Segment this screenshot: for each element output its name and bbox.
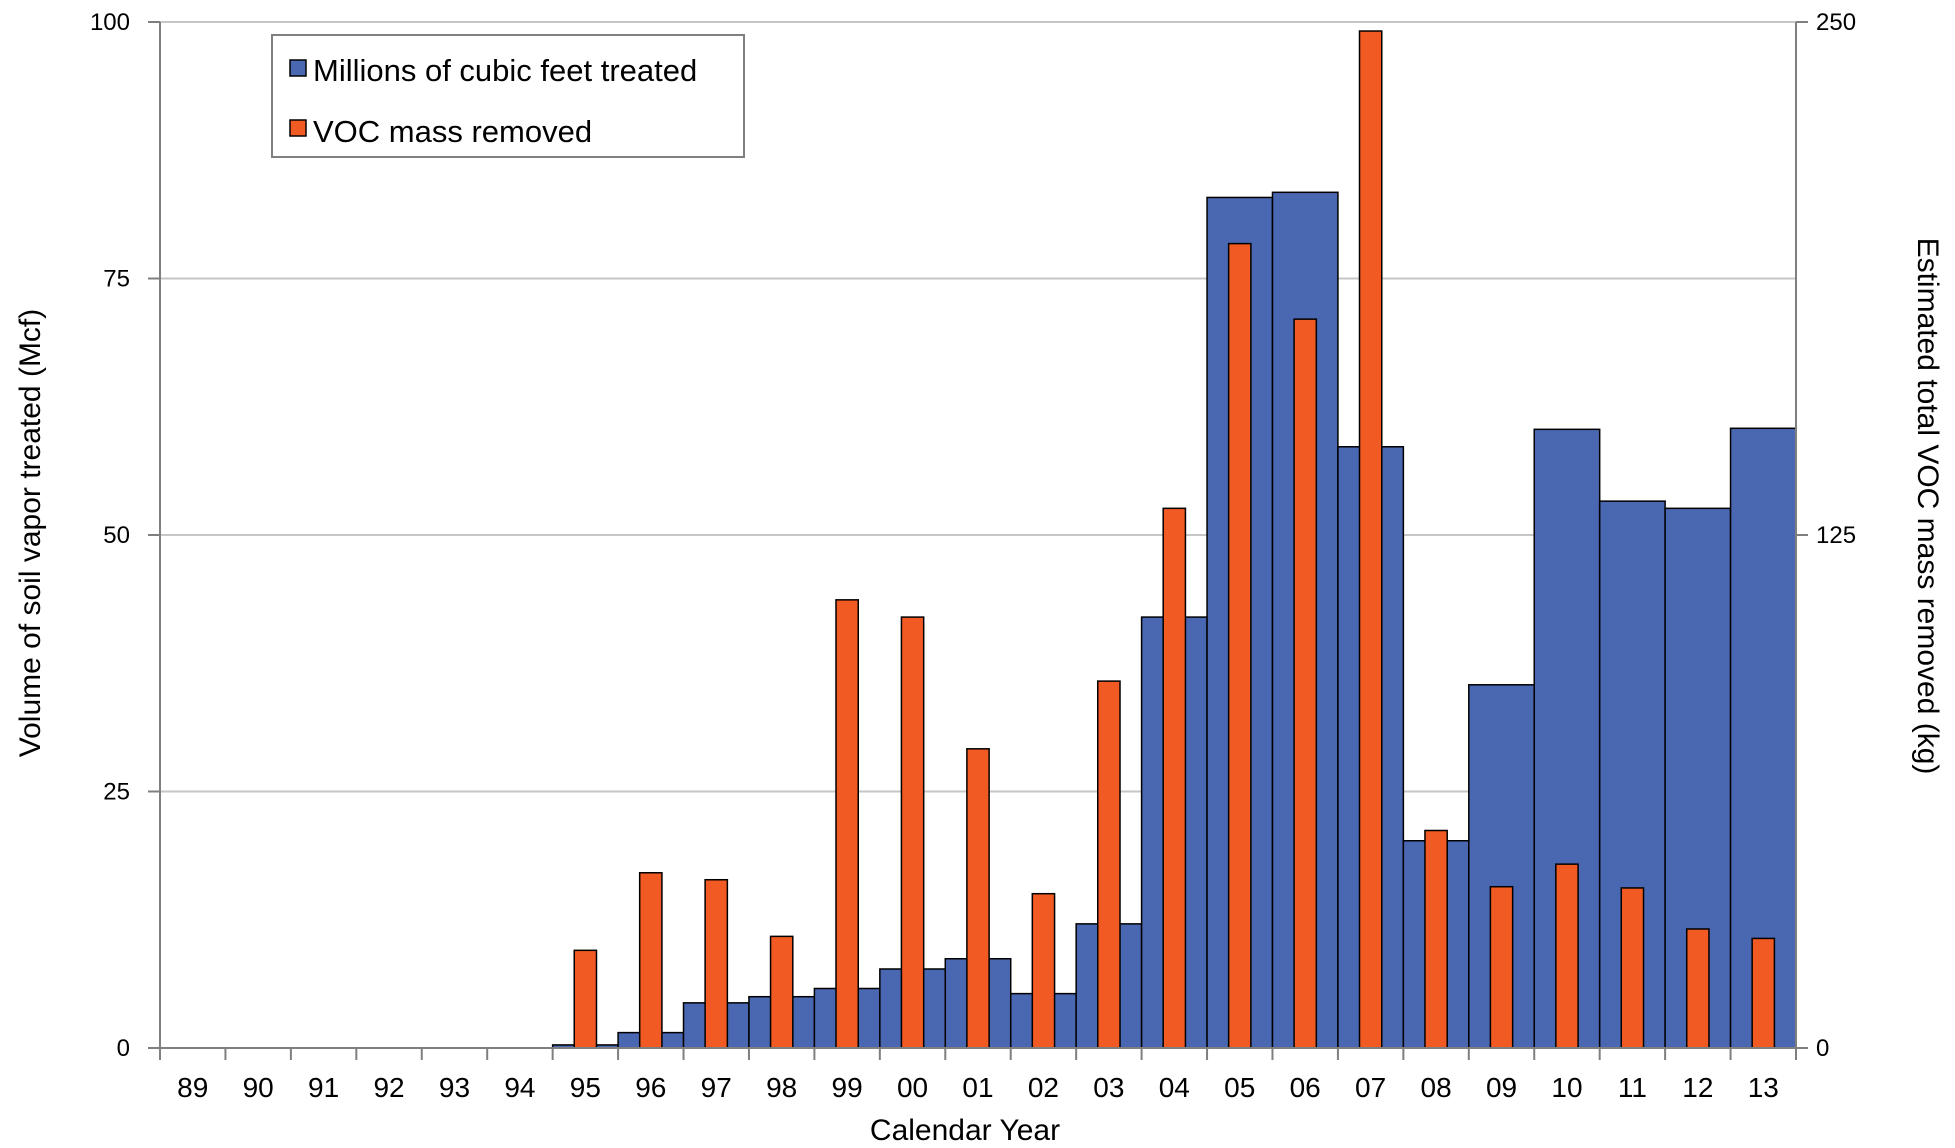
y-axis-title: Volume of soil vapor treated (Mcf) [14,309,47,758]
legend-swatch-volume [289,59,307,77]
y2-tick-label: 250 [1816,9,1856,36]
y2-tick-label: 0 [1816,1035,1829,1062]
x-tick-label: 94 [504,1072,535,1103]
x-tick-label: 03 [1093,1072,1124,1103]
y2-axis-tick-labels: 0 125 250 [1816,9,1856,1062]
bars-voc-series [573,30,1776,1049]
bar-voc [1424,829,1448,1049]
y-tick-label: 75 [103,266,130,293]
bar-voc [1620,887,1645,1049]
x-tick-label: 11 [1618,1072,1647,1103]
legend: Millions of cubic feet treated VOC mass … [271,34,745,158]
bar-voc [1489,885,1514,1049]
x-tick-label: 08 [1421,1072,1452,1103]
x-tick-label: 89 [177,1072,208,1103]
x-tick-label: 10 [1551,1072,1582,1103]
x-tick-label: 05 [1224,1072,1255,1103]
x-tick-label: 07 [1355,1072,1386,1103]
y2-axis-title: Estimated total VOC mass removed (kg) [1911,238,1944,775]
bar-voc [835,599,859,1049]
bar-voc [1097,680,1121,1049]
bar-voc [1031,892,1056,1049]
x-axis-tick-labels: 89 90 91 92 93 94 95 96 97 98 99 00 01 02 03 04 05 06 07 08… [177,1072,1779,1103]
y-axis-tick-labels: 0 25 50 75 100 [90,9,130,1062]
bar-voc [1227,242,1252,1049]
x-tick-label: 09 [1486,1072,1517,1103]
bar-voc [1162,507,1187,1049]
legend-label-voc: VOC mass removed [313,114,592,149]
x-tick-label: 06 [1290,1072,1321,1103]
bar-voc [769,935,794,1049]
x-tick-label: 98 [766,1072,797,1103]
x-tick-label: 13 [1748,1072,1779,1103]
x-tick-label: 90 [243,1072,274,1103]
bar-voc [1358,30,1383,1049]
bar-voc [1685,928,1710,1049]
x-tick-label: 91 [308,1072,339,1103]
legend-swatch-voc [289,119,307,137]
x-tick-label: 95 [570,1072,601,1103]
x-tick-label: 01 [962,1072,993,1103]
x-tick-label: 12 [1682,1072,1713,1103]
y-tick-label: 0 [117,1035,130,1062]
bar-voc [1555,863,1579,1049]
axes [148,21,1808,1060]
y-tick-label: 25 [103,779,130,806]
x-tick-label: 97 [701,1072,732,1103]
x-tick-label: 04 [1159,1072,1190,1103]
bar-voc [900,616,925,1049]
x-tick-label: 00 [897,1072,928,1103]
bar-voc [638,872,663,1049]
legend-box [271,34,745,158]
bar-voc [573,949,598,1049]
y-tick-label: 50 [103,522,130,549]
y-tick-label: 100 [90,9,130,36]
bar-voc [1751,937,1776,1049]
bar-voc [1293,318,1318,1049]
x-axis-title: Calendar Year [870,1114,1060,1147]
bar-voc [966,748,990,1049]
x-tick-label: 96 [635,1072,666,1103]
y2-tick-label: 125 [1816,522,1856,549]
x-tick-label: 99 [832,1072,863,1103]
x-tick-label: 93 [439,1072,470,1103]
x-tick-label: 02 [1028,1072,1059,1103]
legend-label-volume: Millions of cubic feet treated [313,53,697,88]
bar-voc [704,878,729,1049]
x-tick-label: 92 [373,1072,404,1103]
